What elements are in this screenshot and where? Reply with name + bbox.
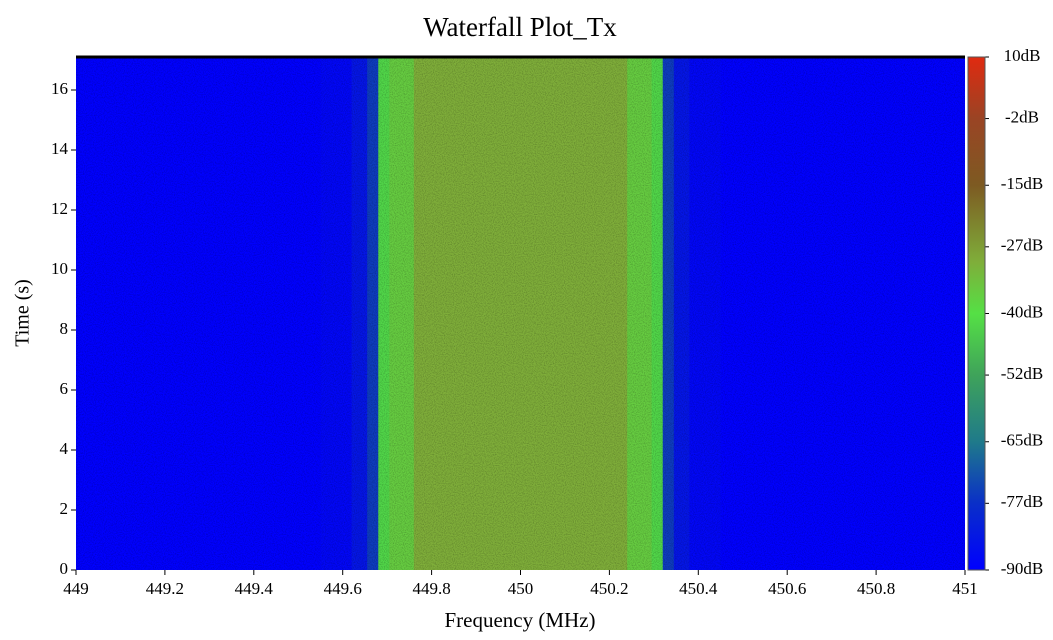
noise-texture — [76, 57, 965, 570]
colorbar-tick-label: -2dB — [1005, 107, 1039, 126]
colorbar-tick-label: -40dB — [1001, 302, 1044, 321]
colorbar-tick-label: -77dB — [1001, 492, 1044, 511]
colorbar-tick-label: 10dB — [1004, 46, 1041, 65]
y-tick-label: 4 — [60, 439, 69, 458]
chart-title: Waterfall Plot_Tx — [423, 12, 617, 42]
y-tick-label: 14 — [51, 139, 69, 158]
colorbar-tick-label: -15dB — [1001, 174, 1044, 193]
y-tick-label: 8 — [60, 319, 69, 338]
y-axis-label: Time (s) — [12, 279, 34, 347]
colorbar-tick-label: -65dB — [1001, 431, 1044, 450]
x-tick-label: 451 — [952, 579, 978, 598]
x-tick-label: 450.4 — [679, 579, 718, 598]
colorbar-tick-label: -27dB — [1001, 236, 1044, 255]
x-tick-label: 449.2 — [146, 579, 184, 598]
y-tick-label: 16 — [51, 79, 68, 98]
x-axis-label: Frequency (MHz) — [444, 608, 595, 632]
x-tick-label: 449.8 — [412, 579, 450, 598]
y-tick-label: 6 — [60, 379, 69, 398]
colorbar — [968, 57, 985, 570]
x-tick-label: 450.2 — [590, 579, 628, 598]
x-tick-label: 449 — [63, 579, 89, 598]
x-tick-label: 450 — [508, 579, 534, 598]
colorbar-tick-label: -52dB — [1001, 364, 1044, 383]
y-tick-label: 0 — [60, 559, 69, 578]
x-tick-label: 450.6 — [768, 579, 806, 598]
colorbar-tick-label: -90dB — [1001, 559, 1044, 578]
x-tick-label: 450.8 — [857, 579, 895, 598]
x-tick-label: 449.6 — [324, 579, 362, 598]
x-tick-label: 449.4 — [235, 579, 274, 598]
y-tick-label: 2 — [60, 499, 69, 518]
y-tick-label: 10 — [51, 259, 68, 278]
y-tick-label: 12 — [51, 199, 68, 218]
